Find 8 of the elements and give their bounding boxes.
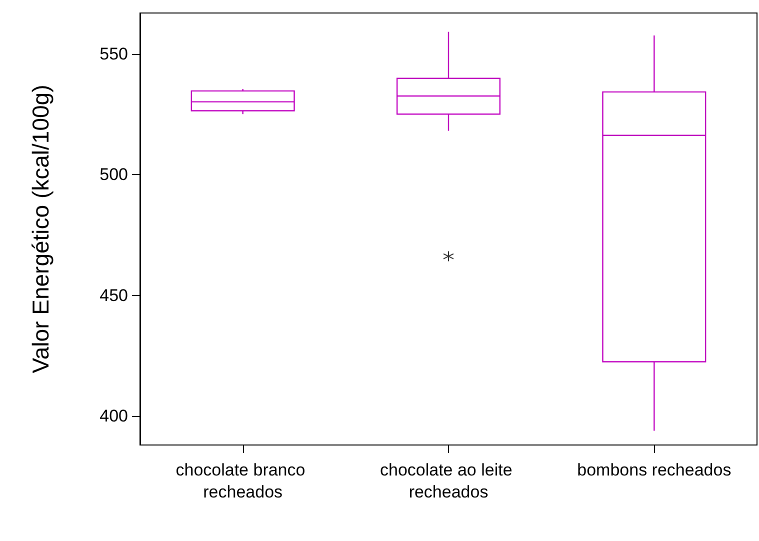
x-tick-label: bombons recheados bbox=[577, 460, 732, 480]
y-tick-label: 450 bbox=[100, 286, 128, 305]
y-axis-title: Valor Energético (kcal/100g) bbox=[28, 84, 54, 374]
y-tick-label: 500 bbox=[100, 165, 128, 184]
y-tick-label: 400 bbox=[100, 406, 128, 426]
x-tick-label: chocolate branco recheados bbox=[176, 460, 310, 502]
x-tick-label: chocolate ao leite recheados bbox=[380, 460, 518, 502]
y-tick-label: 550 bbox=[100, 44, 128, 64]
